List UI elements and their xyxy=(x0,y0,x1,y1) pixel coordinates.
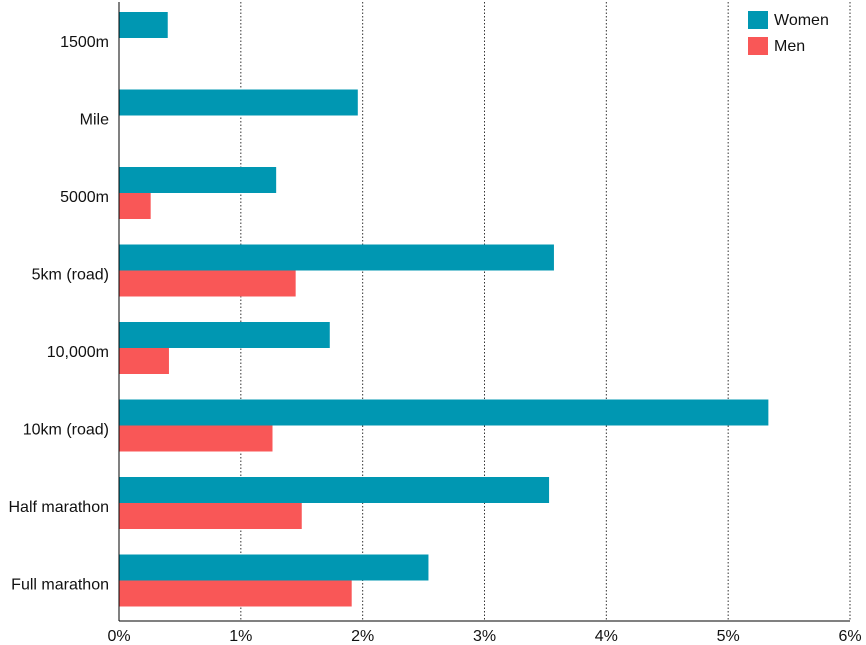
bars xyxy=(119,12,769,607)
bar-women-0 xyxy=(119,12,168,38)
bar-women-7 xyxy=(119,554,429,581)
category-label: 5km (road) xyxy=(32,267,109,284)
x-tick-label: 0% xyxy=(107,628,130,645)
bar-men-3 xyxy=(119,270,296,297)
bar-men-4 xyxy=(119,348,169,374)
axes xyxy=(118,2,850,622)
bar-men-6 xyxy=(119,503,302,529)
x-tick-label: 2% xyxy=(351,628,374,645)
legend-label-men: Men xyxy=(774,38,805,55)
legend-swatch-women xyxy=(748,11,768,29)
category-label: Half marathon xyxy=(9,499,110,516)
x-tick-label: 3% xyxy=(473,628,496,645)
category-label: Mile xyxy=(80,112,109,129)
bar-men-5 xyxy=(119,425,273,452)
bar-women-4 xyxy=(119,322,330,348)
category-label: 1500m xyxy=(60,34,109,51)
x-tick-label: 4% xyxy=(595,628,618,645)
category-label: Full marathon xyxy=(11,577,109,594)
bar-men-7 xyxy=(119,580,352,607)
x-tick-label: 6% xyxy=(838,628,861,645)
x-tick-labels: 0% 1% 2% 3% 4% 5% 6% xyxy=(107,628,861,645)
category-label: 5000m xyxy=(60,189,109,206)
bar-women-2 xyxy=(119,167,277,193)
bar-women-3 xyxy=(119,244,554,271)
legend: Women Men xyxy=(748,11,829,55)
category-labels: 1500m Mile 5000m 5km (road) 10,000m 10km (roa… xyxy=(9,34,110,594)
x-tick-label: 5% xyxy=(717,628,740,645)
bar-women-6 xyxy=(119,477,550,503)
bar-women-5 xyxy=(119,399,769,426)
x-tick-label: 1% xyxy=(229,628,252,645)
bar-men-2 xyxy=(119,193,151,219)
bar-women-1 xyxy=(119,89,358,116)
category-label: 10km (road) xyxy=(23,422,109,439)
legend-label-women: Women xyxy=(774,12,829,29)
legend-swatch-men xyxy=(748,37,768,55)
category-label: 10,000m xyxy=(47,344,109,361)
